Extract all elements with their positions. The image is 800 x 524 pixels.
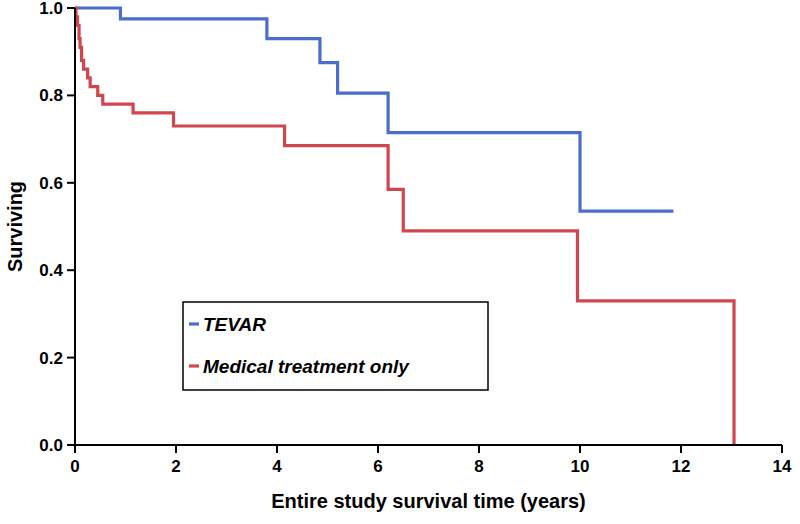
x-tick-label: 0 [70, 457, 79, 476]
x-tick [276, 445, 278, 453]
y-tick-label: 1.0 [39, 0, 63, 18]
legend-label: TEVAR [203, 314, 266, 335]
y-tick-label: 0.2 [39, 349, 63, 368]
y-axis-label: Surviving [4, 181, 26, 272]
x-tick-label: 6 [373, 457, 382, 476]
legend-box [183, 302, 488, 390]
survival-line [75, 8, 673, 211]
x-tick [781, 445, 783, 453]
y-tick-label: 0.0 [39, 436, 63, 455]
y-tick [67, 357, 75, 359]
x-tick [478, 445, 480, 453]
y-tick [67, 269, 75, 271]
x-tick-label: 10 [571, 457, 590, 476]
x-axis [75, 444, 782, 446]
x-tick-label: 14 [773, 457, 792, 476]
x-axis-label: Entire study survival time (years) [271, 490, 586, 512]
x-tick [74, 445, 76, 453]
y-tick [67, 94, 75, 96]
x-tick-label: 2 [171, 457, 180, 476]
x-tick-label: 8 [474, 457, 483, 476]
legend-swatch [189, 364, 199, 367]
chart: 0.0 0.2 0.4 0.6 0.8 1.0 0 2 4 6 8 10 12 14 Entire stud… [0, 0, 800, 524]
x-tick [680, 445, 682, 453]
y-tick-label: 0.6 [39, 174, 63, 193]
y-tick-label: 0.8 [39, 86, 63, 105]
x-tick [579, 445, 581, 453]
y-tick [67, 444, 75, 446]
legend: TEVAR Medical treatment only [183, 302, 488, 390]
y-tick [67, 7, 75, 9]
x-tick-label: 12 [672, 457, 691, 476]
y-tick [67, 182, 75, 184]
y-tick-label: 0.4 [39, 261, 63, 280]
x-tick [377, 445, 379, 453]
series-group [75, 8, 734, 445]
y-axis [74, 8, 76, 445]
survival-line [75, 8, 734, 445]
x-tick-label: 4 [272, 457, 282, 476]
legend-swatch [189, 322, 199, 325]
legend-label: Medical treatment only [203, 356, 410, 377]
x-tick [175, 445, 177, 453]
